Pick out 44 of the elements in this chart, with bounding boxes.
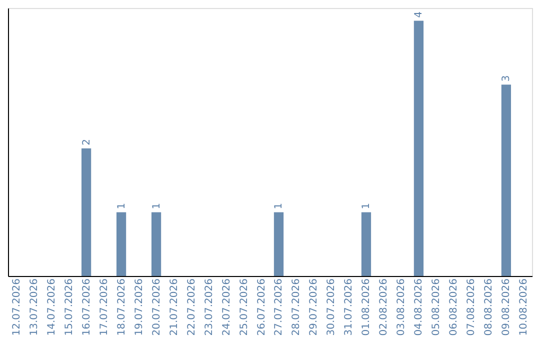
x-tick-label: 24.07.2026 <box>221 278 232 336</box>
x-tick-label: 12.07.2026 <box>11 278 22 336</box>
x-tick-label: 14.07.2026 <box>46 278 58 336</box>
x-tick-label: 31.07.2026 <box>344 278 355 336</box>
data-label: 1 <box>151 202 162 210</box>
x-tick-label: 18.07.2026 <box>116 278 128 336</box>
x-tick-label: 10.08.2026 <box>518 278 530 336</box>
data-label: 1 <box>274 202 285 210</box>
x-tick-label: 09.08.2026 <box>501 278 512 336</box>
x-tick-label: 03.08.2026 <box>396 278 408 336</box>
x-tick-label: 17.07.2026 <box>98 278 110 336</box>
x-tick-label: 29.07.2026 <box>308 278 320 336</box>
x-tick-label: 27.07.2026 <box>274 278 285 336</box>
data-label: 4 <box>414 11 425 18</box>
x-tick-label: 06.08.2026 <box>448 278 460 336</box>
x-tick-label: 15.07.2026 <box>64 278 75 336</box>
x-tick-label: 13.07.2026 <box>28 278 40 336</box>
data-label: 1 <box>361 202 372 210</box>
x-tick-label: 22.07.2026 <box>186 278 198 336</box>
x-tick-label: 01.08.2026 <box>361 278 372 336</box>
data-label: 3 <box>501 75 512 82</box>
x-tick-label: 07.08.2026 <box>466 278 478 336</box>
bar <box>414 20 424 276</box>
x-tick-label: 21.07.2026 <box>168 278 180 336</box>
bar <box>151 212 162 276</box>
x-tick-label: 04.08.2026 <box>414 278 425 336</box>
bar <box>274 212 284 276</box>
x-tick-label: 05.08.2026 <box>431 278 442 336</box>
x-tick-label: 16.07.2026 <box>81 278 92 336</box>
x-tick-label: 30.07.2026 <box>326 278 338 336</box>
x-tick-label: 28.07.2026 <box>291 278 302 336</box>
x-tick-label: 02.08.2026 <box>378 278 390 336</box>
bar <box>81 148 92 276</box>
data-label: 2 <box>81 139 92 146</box>
x-tick-label: 26.07.2026 <box>256 278 268 336</box>
bar <box>361 212 372 276</box>
x-tick-label: 08.08.2026 <box>484 278 495 336</box>
x-tick-label: 23.07.2026 <box>204 278 215 336</box>
x-tick-label: 20.07.2026 <box>151 278 162 336</box>
bar <box>501 84 512 276</box>
x-tick-label: 19.07.2026 <box>134 278 145 336</box>
bar <box>116 212 126 276</box>
data-label: 1 <box>116 202 128 210</box>
x-tick-label: 25.07.2026 <box>238 278 250 336</box>
